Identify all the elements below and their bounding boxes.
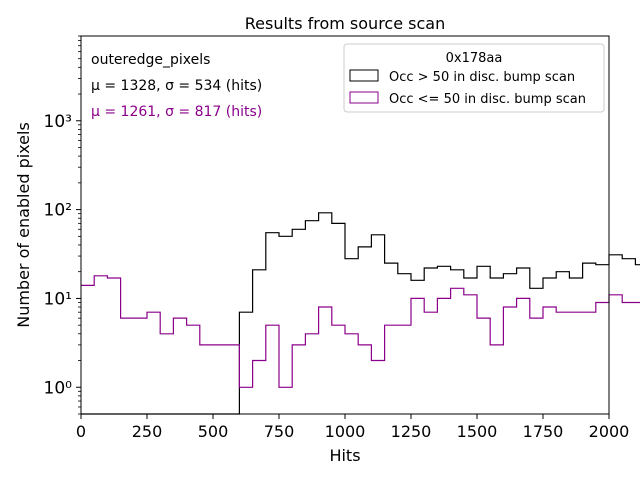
axes-layer: 0 250 500 750 1000 1250 1500 1750 2000 10⁰ 10¹ 10² 1… xyxy=(44,35,630,441)
x-tick-label: 750 xyxy=(264,422,295,441)
annotation-block: outeredge_pixels μ = 1328, σ = 534 (hits… xyxy=(91,52,262,120)
x-tick-label: 250 xyxy=(132,422,163,441)
x-tick-label: 1250 xyxy=(391,422,432,441)
legend-label-occ-gt-50: Occ > 50 in disc. bump scan xyxy=(389,70,575,85)
legend-title: 0x178aa xyxy=(446,51,503,66)
x-tick-label: 500 xyxy=(198,422,229,441)
legend: 0x178aa Occ > 50 in disc. bump scan Occ … xyxy=(343,43,605,113)
y-axis-label: Number of enabled pixels xyxy=(14,122,33,328)
annotation-group-name: outeredge_pixels xyxy=(91,52,210,68)
y-tick-label: 10³ xyxy=(44,112,72,132)
legend-label-occ-le-50: Occ <= 50 in disc. bump scan xyxy=(389,92,586,107)
series-1-step-line xyxy=(81,275,640,388)
series-layer xyxy=(81,212,640,415)
x-tick-label: 1000 xyxy=(325,422,366,441)
legend-swatch-occ-le-50 xyxy=(349,91,379,104)
x-tick-label: 1500 xyxy=(457,422,498,441)
x-tick-label: 1750 xyxy=(523,422,564,441)
x-tick-label: 2000 xyxy=(589,422,630,441)
x-axis-label: Hits xyxy=(329,446,360,465)
y-tick-label: 10⁰ xyxy=(44,378,73,398)
legend-swatch-occ-gt-50 xyxy=(349,69,379,82)
x-tick-label: 0 xyxy=(76,422,86,441)
legend-frame xyxy=(343,43,605,113)
y-tick-label: 10² xyxy=(44,201,72,221)
chart-title: Results from source scan xyxy=(245,14,445,33)
y-tick-label: 10¹ xyxy=(44,289,72,309)
annotation-stats-purple: μ = 1261, σ = 817 (hits) xyxy=(91,104,262,120)
annotation-stats-black: μ = 1328, σ = 534 (hits) xyxy=(91,78,262,94)
